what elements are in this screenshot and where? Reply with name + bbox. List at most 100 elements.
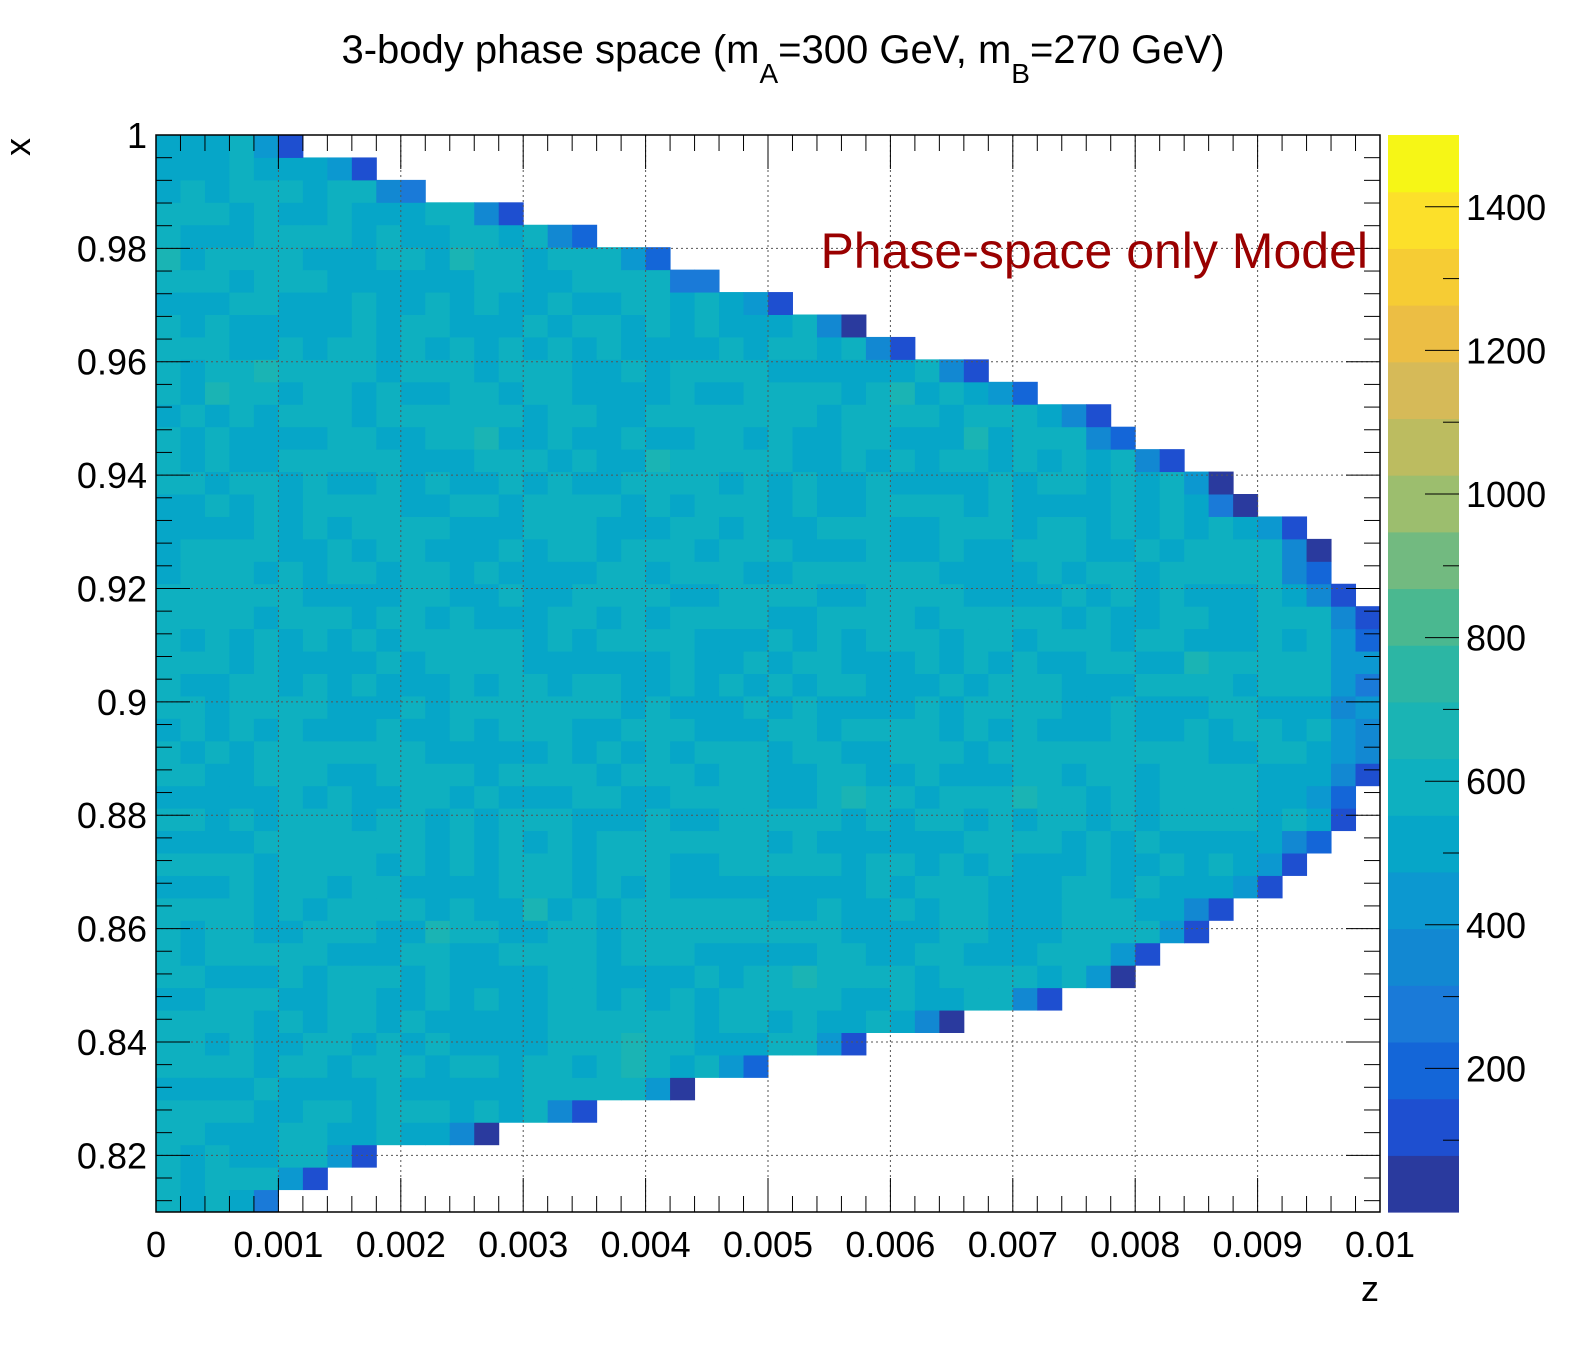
heatmap-cell [841,965,867,989]
heatmap-cell [523,763,549,787]
heatmap-cell [670,269,696,293]
heatmap-cell [1110,516,1136,540]
heatmap-cell [302,1144,328,1168]
heatmap-cell [498,336,524,360]
heatmap-cell [498,561,524,585]
heatmap-cell [449,381,475,405]
heatmap-cell [963,808,989,832]
heatmap-cell [816,538,842,562]
heatmap-cell [719,583,745,607]
heatmap-cell [400,651,426,674]
heatmap-cell [229,224,255,248]
heatmap-cell [302,965,328,989]
heatmap-cell [670,718,696,742]
heatmap-cell [425,269,451,293]
heatmap-cell [253,1054,279,1078]
heatmap-cell [229,381,255,405]
heatmap-cell [963,785,989,809]
heatmap-cell [694,628,720,652]
heatmap-cell [302,179,328,203]
heatmap-cell [327,920,353,944]
heatmap-cell [816,561,842,585]
heatmap-cell [253,135,279,158]
heatmap-cell [474,673,500,697]
heatmap-cell [449,942,475,966]
heatmap-cell [865,426,891,450]
heatmap-cell [229,471,255,495]
heatmap-cell [156,1032,181,1056]
heatmap-cell [865,740,891,764]
heatmap-cell [572,965,598,989]
heatmap-cell [1086,695,1112,719]
heatmap-cell [572,897,598,921]
heatmap-cell [1012,695,1038,719]
heatmap-cell [400,224,426,248]
heatmap-cell [449,965,475,989]
heatmap-cell [400,202,426,226]
heatmap-cell [1012,583,1038,607]
heatmap-cell [400,695,426,719]
heatmap-cell [204,965,230,989]
heatmap-cell [1159,628,1185,652]
heatmap-cell [865,853,891,876]
heatmap-cell [1355,740,1381,764]
heatmap-cell [865,404,891,428]
heatmap-cell [1086,494,1112,517]
heatmap-cell [694,314,720,338]
heatmap-cell [204,740,230,764]
heatmap-cell [474,1010,500,1033]
heatmap-cell [1233,583,1259,607]
heatmap-cell [1355,695,1381,719]
heatmap-cell [939,740,965,764]
heatmap-cell [621,449,647,473]
heatmap-cell [1086,583,1112,607]
heatmap-cell [621,583,647,607]
heatmap-cell [253,471,279,495]
heatmap-cell [302,1054,328,1078]
heatmap-cell [449,830,475,854]
heatmap-cell [1086,426,1112,450]
heatmap-cell [204,875,230,899]
heatmap-cell [547,1077,573,1101]
heatmap-cell [621,651,647,674]
heatmap-cell [449,1099,475,1123]
heatmap-cell [523,359,549,383]
heatmap-cell [1135,808,1161,832]
heatmap-cell [376,808,402,832]
heatmap-cell [351,561,377,585]
heatmap-cell [425,606,451,630]
heatmap-cell [1257,718,1283,742]
heatmap-cell [841,628,867,652]
heatmap-cell [670,538,696,562]
heatmap-cell [180,718,206,742]
heatmap-cell [400,830,426,854]
heatmap-cell [449,404,475,428]
heatmap-cell [1012,965,1038,989]
colorbar-tick-label: 1000 [1466,474,1546,515]
heatmap-cell [1257,651,1283,674]
heatmap-cell [156,202,181,226]
colorbar-segment [1388,418,1459,476]
heatmap-cell [351,494,377,517]
heatmap-cell [376,538,402,562]
heatmap-cell [914,718,940,742]
heatmap-cell [229,135,255,158]
heatmap-cell [327,494,353,517]
heatmap-cell [180,449,206,473]
heatmap-cell [914,763,940,787]
heatmap-cell [180,314,206,338]
heatmap-cell [400,269,426,293]
heatmap-cell [302,875,328,899]
heatmap-cell [327,875,353,899]
heatmap-cell [400,763,426,787]
heatmap-cell [351,965,377,989]
y-axis-label: x [0,138,38,156]
heatmap-cell [645,920,671,944]
heatmap-cell [253,785,279,809]
axis-ticks: 0 0.001 0.002 0.003 0.004 0.005 0.006 0.007 0.00… [77,115,1415,1265]
heatmap-cell [1233,763,1259,787]
heatmap-cell [1037,853,1063,876]
heatmap-cell [768,516,793,540]
heatmap-cell [1037,763,1063,787]
heatmap-cell [351,942,377,966]
